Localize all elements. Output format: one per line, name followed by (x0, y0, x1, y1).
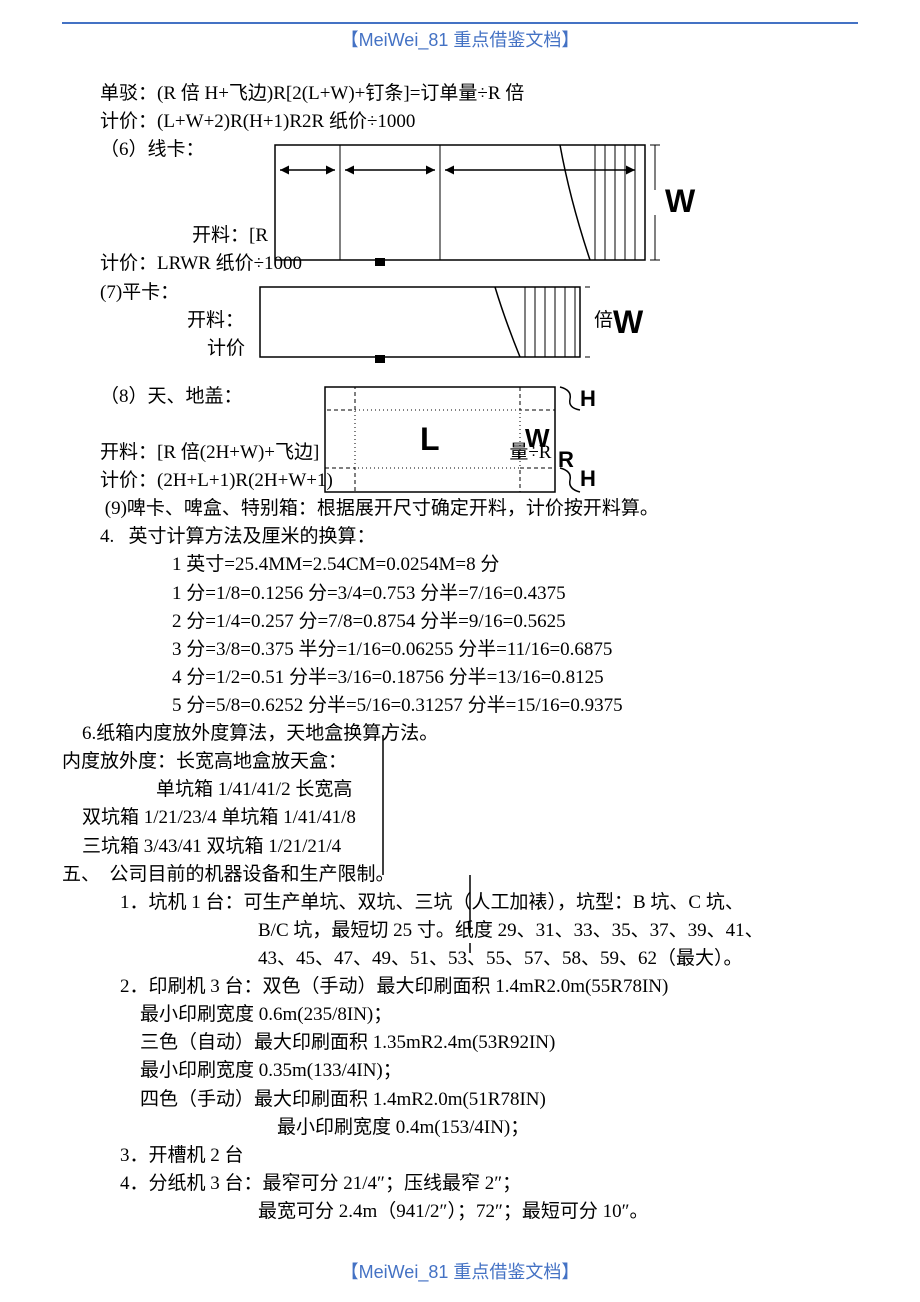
text-line: 4．分纸机 3 台：最窄可分 21/4″；压线最窄 2″； (62, 1170, 858, 1198)
text-line: 最小印刷宽度 0.4m(153/4IN)； (62, 1114, 858, 1142)
page-header: 【MeiWei_81 重点借鉴文档】 (0, 26, 920, 52)
text-line: 2 分=1/4=0.257 分=7/8=0.8754 分半=9/16=0.562… (62, 608, 858, 636)
text-line: 3 分=3/8=0.375 半分=1/16=0.06255 分半=11/16=0… (62, 636, 858, 664)
text-line: 最小印刷宽度 0.35m(133/4IN)； (62, 1057, 858, 1085)
text-line: 三坑箱 3/43/41 双坑箱 1/21/21/4 (62, 833, 858, 861)
text-line: 4 分=1/2=0.51 分半=3/16=0.18756 分半=13/16=0.… (62, 664, 858, 692)
text-line: 1．坑机 1 台：可生产单坑、双坑、三坑（人工加裱），坑型：B 坑、C 坑、 (62, 889, 858, 917)
text-line: 43、45、47、49、51、53、55、57、58、59、62（最大）。 (62, 945, 858, 973)
text-line: 3．开槽机 2 台 (62, 1142, 858, 1170)
text-line: 开料：[R (62, 222, 858, 250)
text-line: 计价：(L+W+2)R(H+1)R2R 纸价÷1000 (62, 108, 858, 136)
text-line: 双坑箱 1/21/23/4 单坑箱 1/41/41/8 (62, 804, 858, 832)
text-line: 开料：倍 (62, 307, 858, 335)
text-line: （6）线卡： (62, 136, 858, 164)
text-line: 单驳：(R 倍 H+飞边)R[2(L+W)+钉条]=订单量÷R 倍 (62, 80, 858, 108)
text-line: 1 英寸=25.4MM=2.54CM=0.0254M=8 分 (62, 551, 858, 579)
text-line: 三色（自动）最大印刷面积 1.35mR2.4m(53R92IN) (62, 1029, 858, 1057)
page-footer: 【MeiWei_81 重点借鉴文档】 (0, 1258, 920, 1284)
header-rule (62, 22, 858, 24)
text-line: 最小印刷宽度 0.6m(235/8IN)； (62, 1001, 858, 1029)
text-line: 1 分=1/8=0.1256 分=3/4=0.753 分半=7/16=0.437… (62, 580, 858, 608)
text-line: 计价 (62, 335, 858, 363)
text-line: (7)平卡： (62, 279, 858, 307)
text-line: 五、 公司目前的机器设备和生产限制。 (62, 861, 858, 889)
text-line: 6.纸箱内度放外度算法，天地盒换算方法。 (62, 720, 858, 748)
text-line: 内度放外度：长宽高地盒放天盒： (62, 748, 858, 776)
text-line: 开料：[R 倍(2H+W)+飞边]量÷R (62, 439, 858, 467)
text-line: 2．印刷机 3 台：双色（手动）最大印刷面积 1.4mR2.0m(55R78IN… (62, 973, 858, 1001)
text-line: 单坑箱 1/41/41/2 长宽高 (62, 776, 858, 804)
document-body: 单驳：(R 倍 H+飞边)R[2(L+W)+钉条]=订单量÷R 倍 计价：(L+… (62, 80, 858, 1226)
text-line: (9)啤卡、啤盒、特别箱：根据展开尺寸确定开料，计价按开料算。 (62, 495, 858, 523)
text-line: 最宽可分 2.4m（941/2″）；72″；最短可分 10″。 (62, 1198, 858, 1226)
text-line: （8）天、地盖： (62, 383, 858, 411)
text-line: 计价：(2H+L+1)R(2H+W+1) (62, 467, 858, 495)
text-line: 5 分=5/8=0.6252 分半=5/16=0.31257 分半=15/16=… (62, 692, 858, 720)
text-line: 四色（手动）最大印刷面积 1.4mR2.0m(51R78IN) (62, 1086, 858, 1114)
text-line: B/C 坑，最短切 25 寸。纸度 29、31、33、35、37、39、41、 (62, 917, 858, 945)
text-line: 计价：LRWR 纸价÷1000 (62, 250, 858, 278)
text-line: 4. 英寸计算方法及厘米的换算： (62, 523, 858, 551)
